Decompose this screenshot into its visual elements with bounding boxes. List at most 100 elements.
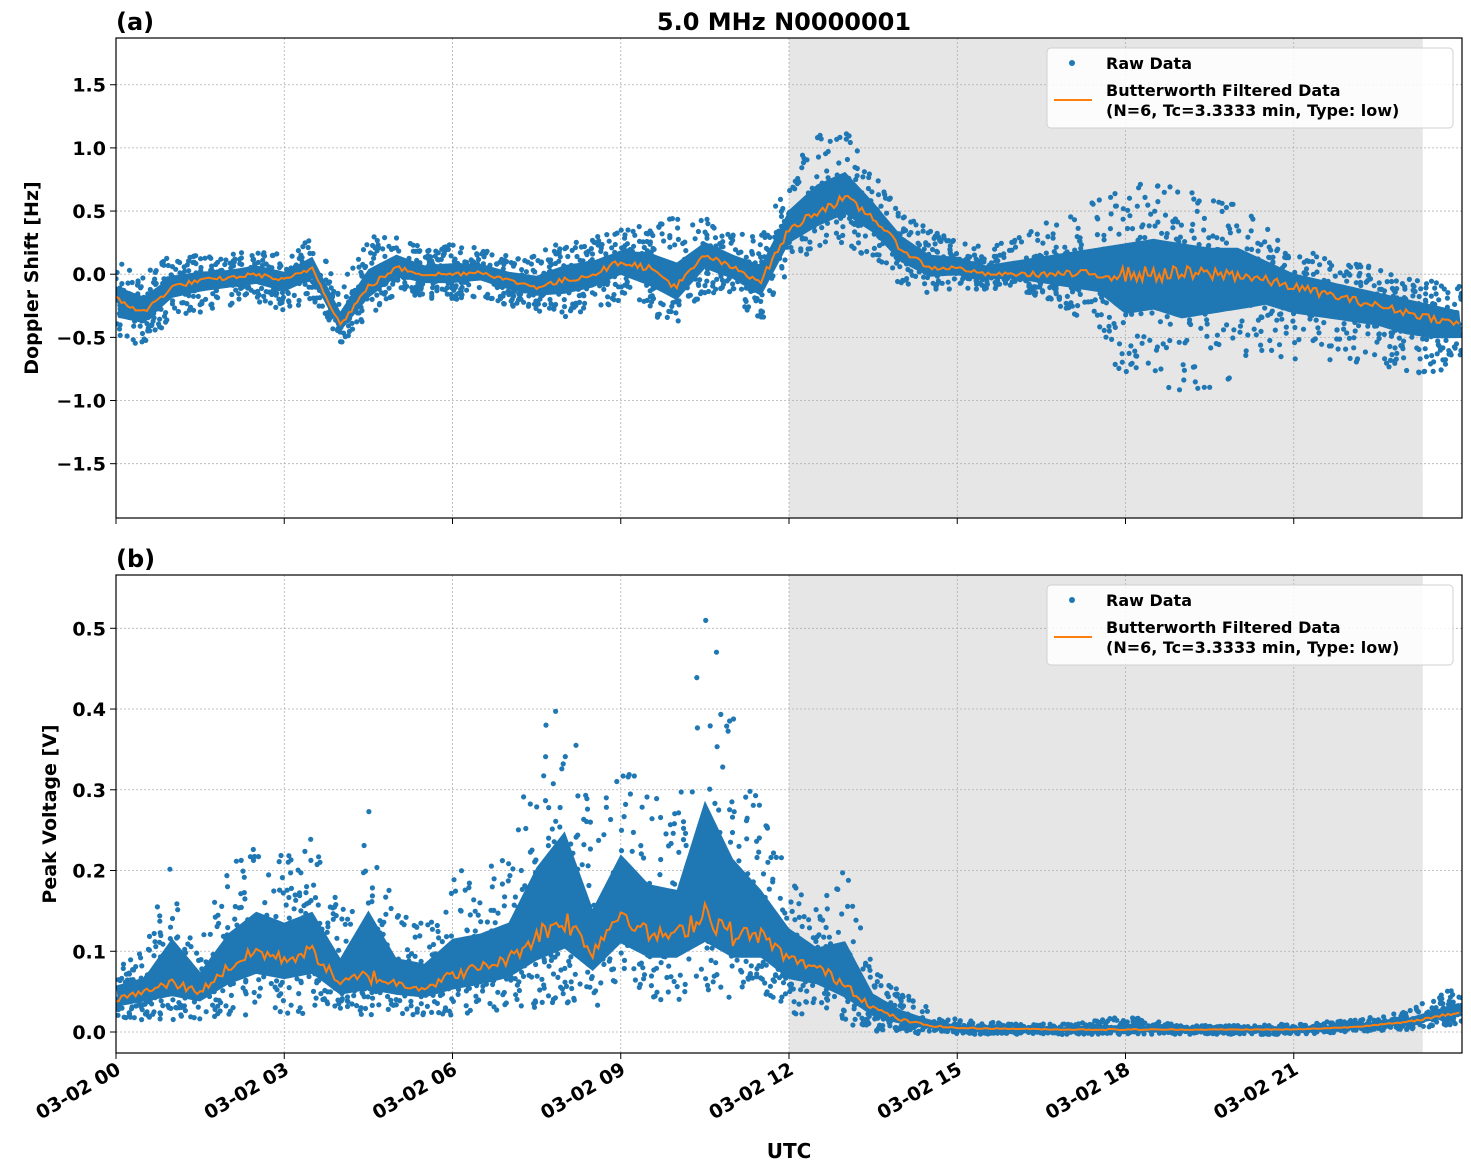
raw-data-point [922, 281, 927, 286]
raw-data-point [762, 235, 767, 240]
raw-data-point [767, 235, 772, 240]
raw-data-point [1445, 296, 1450, 301]
raw-data-point [510, 297, 515, 302]
raw-data-point [824, 925, 829, 930]
raw-data-point [758, 242, 763, 247]
raw-data-point [551, 307, 556, 312]
raw-data-point [1040, 241, 1045, 246]
raw-data-point [782, 257, 787, 262]
raw-data-point [592, 292, 597, 297]
raw-data-point [358, 270, 363, 275]
raw-data-point [478, 919, 483, 924]
raw-data-point [1097, 324, 1102, 329]
raw-data-point [128, 957, 133, 962]
raw-data-point [650, 233, 655, 238]
raw-data-point [976, 244, 981, 249]
raw-data-point [715, 744, 720, 749]
raw-data-point [1138, 311, 1143, 316]
raw-data-point [1007, 248, 1012, 253]
raw-data-point [586, 863, 591, 868]
raw-data-point [284, 902, 289, 907]
raw-data-point [1072, 311, 1077, 316]
raw-data-point [449, 293, 454, 298]
raw-data-point [1032, 292, 1037, 297]
raw-data-point [458, 250, 463, 255]
raw-data-point [307, 251, 312, 256]
raw-data-point [923, 240, 928, 245]
raw-data-point [561, 761, 566, 766]
raw-data-point [920, 223, 925, 228]
raw-data-point [883, 196, 888, 201]
raw-data-point [1410, 293, 1415, 298]
raw-data-point [1075, 303, 1080, 308]
raw-data-point [637, 224, 642, 229]
raw-data-point [1113, 362, 1118, 367]
raw-data-point [1094, 215, 1099, 220]
raw-data-point [761, 871, 766, 876]
raw-data-point [370, 996, 375, 1001]
raw-data-point [1155, 344, 1160, 349]
raw-data-point [856, 240, 861, 245]
raw-data-point [948, 243, 953, 248]
raw-data-point [1127, 213, 1132, 218]
raw-data-point [849, 244, 854, 249]
raw-data-point [848, 140, 853, 145]
raw-data-point [1108, 195, 1113, 200]
raw-data-point [121, 966, 126, 971]
raw-data-point [836, 235, 841, 240]
raw-data-point [677, 997, 682, 1002]
raw-data-point [285, 1011, 290, 1016]
raw-data-point [1304, 266, 1309, 271]
raw-data-point [125, 333, 130, 338]
raw-data-point [751, 238, 756, 243]
raw-data-point [1386, 364, 1391, 369]
raw-data-point [376, 245, 381, 250]
raw-data-point [710, 283, 715, 288]
raw-data-point [1130, 361, 1135, 366]
raw-data-point [229, 292, 234, 297]
raw-data-point [640, 805, 645, 810]
raw-data-point [767, 288, 772, 293]
raw-data-point [451, 243, 456, 248]
raw-data-point [750, 252, 755, 257]
raw-data-point [1259, 348, 1264, 353]
raw-data-point [778, 896, 783, 901]
raw-data-point [1192, 236, 1197, 241]
legend-raw-label: Raw Data [1106, 54, 1192, 73]
raw-data-point [264, 261, 269, 266]
raw-data-point [151, 319, 156, 324]
raw-data-point [175, 259, 180, 264]
raw-data-point [1342, 321, 1347, 326]
raw-data-point [698, 291, 703, 296]
raw-data-point [1436, 297, 1441, 302]
raw-data-point [456, 992, 461, 997]
raw-data-point [273, 1005, 278, 1010]
raw-data-point [519, 267, 524, 272]
raw-data-point [915, 231, 920, 236]
raw-data-point [1424, 354, 1429, 359]
raw-data-point [542, 302, 547, 307]
raw-data-point [328, 271, 333, 276]
raw-data-point [1432, 286, 1437, 291]
raw-data-point [807, 925, 812, 930]
raw-data-point [485, 249, 490, 254]
raw-data-point [595, 234, 600, 239]
raw-data-point [890, 265, 895, 270]
raw-data-point [198, 256, 203, 261]
raw-data-point [501, 301, 506, 306]
raw-data-point [799, 1011, 804, 1016]
raw-data-point [1139, 224, 1144, 229]
raw-data-point [255, 295, 260, 300]
raw-data-point [788, 245, 793, 250]
raw-data-point [364, 242, 369, 247]
raw-data-point [166, 263, 171, 268]
raw-data-point [341, 331, 346, 336]
raw-data-point [637, 297, 642, 302]
raw-data-point [702, 283, 707, 288]
raw-data-point [1146, 361, 1151, 366]
raw-data-point [573, 972, 578, 977]
raw-data-point [1355, 356, 1360, 361]
raw-data-point [1164, 345, 1169, 350]
raw-data-point [402, 280, 407, 285]
raw-data-point [369, 261, 374, 266]
